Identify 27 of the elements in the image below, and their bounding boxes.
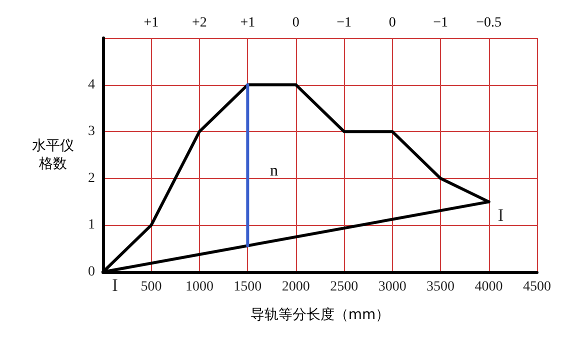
x-tick-label: 1500 <box>234 280 262 294</box>
text: −0.5 <box>476 16 502 30</box>
text: −1 <box>336 16 352 30</box>
annotation: I <box>498 204 504 225</box>
text: 0 <box>292 16 300 30</box>
x-tick-label: 4000 <box>474 280 503 294</box>
x-tick-label: 4500 <box>523 280 551 294</box>
x-tick-label: 500 <box>140 280 162 294</box>
text: +2 <box>192 16 207 30</box>
text: +1 <box>240 16 256 30</box>
y-tick-label: 1 <box>88 218 95 233</box>
text: 0 <box>388 16 396 30</box>
annotation: I <box>112 275 118 295</box>
x-tick-label: 2000 <box>282 280 310 294</box>
x-tick-label: 3000 <box>378 280 406 294</box>
text: −1 <box>433 16 448 30</box>
x-tick-label: 1000 <box>185 280 214 294</box>
text: +1 <box>144 16 159 30</box>
y-tick-label: 0 <box>88 264 95 280</box>
y-tick-label: 2 <box>88 170 95 186</box>
x-tick-label: 3500 <box>426 280 455 294</box>
y-tick-label: 4 <box>88 77 95 92</box>
x-tick-label: 2500 <box>330 280 358 294</box>
y-axis-title: 水平仪格数 <box>32 138 74 172</box>
x-axis-title: 导轨等分长度（mm） <box>250 307 390 323</box>
y-tick-label: 3 <box>88 124 95 140</box>
annotation: n <box>270 162 278 180</box>
